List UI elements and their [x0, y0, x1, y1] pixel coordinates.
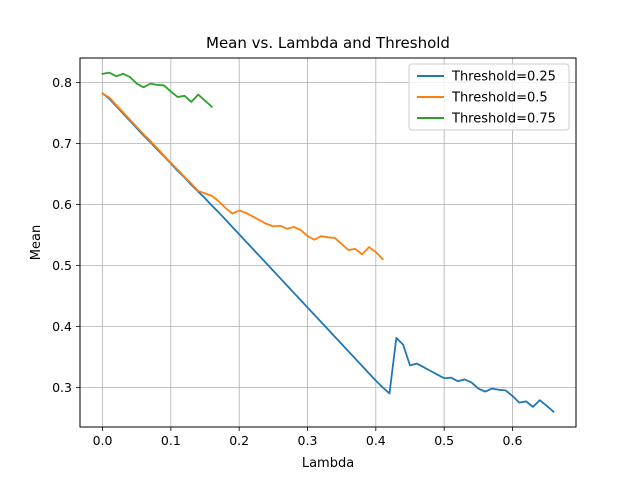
x-tick-label: 0.3: [298, 433, 318, 448]
chart-title: Mean vs. Lambda and Threshold: [206, 34, 450, 52]
legend: Threshold=0.25 Threshold=0.5 Threshold=0.7…: [408, 63, 570, 131]
legend-box: [408, 63, 570, 131]
x-tick-label: 0.4: [366, 433, 386, 448]
y-tick-label: 0.7: [52, 136, 72, 151]
y-tick-label: 0.4: [52, 319, 72, 334]
series-line: [101, 71, 214, 109]
x-tick-label: 0.0: [93, 433, 113, 448]
x-tick-label: 0.5: [434, 433, 454, 448]
x-tick-label: 0.2: [229, 433, 249, 448]
grid: [80, 58, 576, 427]
legend-label: Threshold=0.25: [451, 70, 556, 85]
y-tick-label: 0.5: [52, 258, 72, 273]
x-axis-label: Lambda: [302, 456, 354, 471]
legend-label: Threshold=0.5: [451, 91, 548, 106]
series-group: [101, 71, 555, 414]
y-tick-label: 0.8: [52, 75, 72, 90]
x-tick-label: 0.1: [161, 433, 181, 448]
ticks: 0.0 0.1 0.2 0.3 0.4 0.5 0.6 0.3 0.4 0.5 0.6 0.7 0.8: [52, 75, 522, 448]
series-line: [101, 92, 384, 261]
legend-label: Threshold=0.75: [451, 112, 556, 127]
x-tick-label: 0.6: [503, 433, 523, 448]
y-tick-label: 0.3: [52, 380, 72, 395]
y-axis-label: Mean: [29, 225, 44, 260]
plot-frame: [79, 57, 577, 428]
y-tick-label: 0.6: [52, 197, 72, 212]
